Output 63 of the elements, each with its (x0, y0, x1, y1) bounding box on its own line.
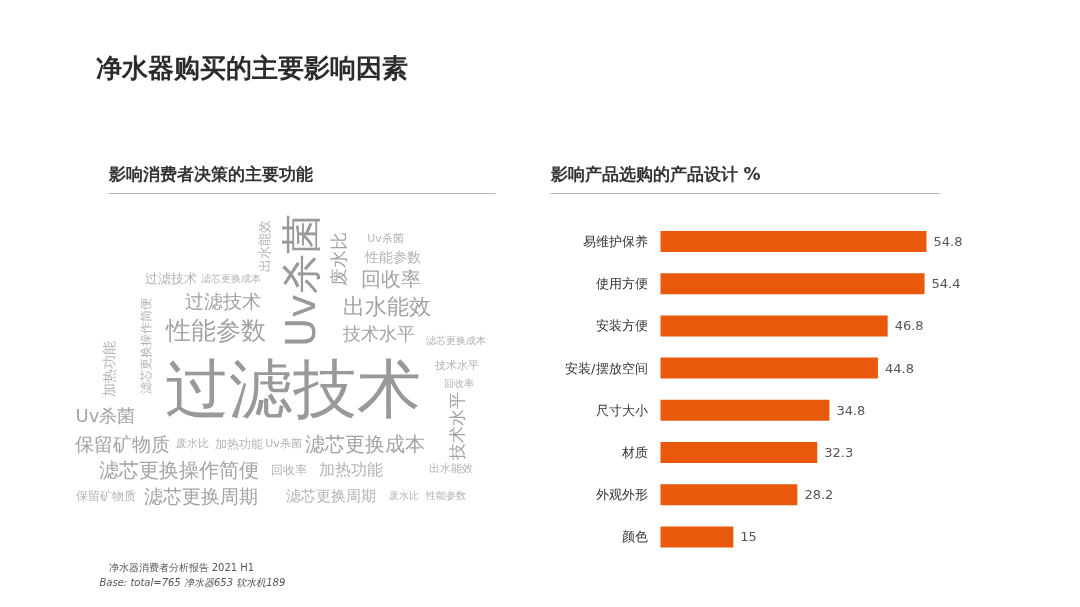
text: 滤芯更换成本 (200, 273, 261, 284)
text: 保留矿物质 (75, 432, 170, 455)
text: 过滤技术 (184, 289, 261, 312)
text: 净水器购买的主要影响因素 (95, 52, 408, 83)
text: 回收率 (270, 462, 307, 477)
y-tick-label: 尺寸大小 (595, 402, 648, 418)
y-tick-label: 材质 (620, 445, 648, 460)
text: 滤芯更换周期 (285, 486, 376, 505)
text: 过滤技术 (144, 271, 197, 286)
text: 出水能效 (428, 462, 473, 475)
y-tick-label: 外观外形 (595, 487, 648, 503)
data-label: 28.2 (804, 487, 834, 503)
text: 滤芯更换成本 (304, 431, 425, 456)
data-label: 34.8 (836, 402, 866, 418)
data-label: 54.8 (933, 234, 963, 249)
bar (660, 442, 818, 463)
bar (660, 357, 878, 379)
text: 废水比 (328, 231, 349, 286)
text: 回收率 (443, 378, 474, 389)
text: 加热功能 (318, 460, 383, 479)
bar (660, 273, 925, 295)
text: 过滤技术 (164, 351, 421, 426)
data-label: 15 (740, 529, 757, 545)
y-tick-label: 使用方便 (595, 276, 648, 292)
bar (660, 399, 830, 421)
text: 技术水平 (341, 323, 415, 344)
y-tick-label: 易维护保养 (582, 234, 648, 249)
bar (660, 315, 888, 337)
data-label: 54.4 (931, 276, 961, 292)
text: 加热功能 (214, 436, 263, 451)
text: 技术水平 (446, 391, 467, 461)
text: Uv杀菌 (277, 214, 324, 347)
text: 出水能效 (342, 294, 431, 319)
text: 滤芯更换周期 (143, 484, 258, 507)
bar (660, 526, 734, 548)
text: 保留矿物质 (75, 488, 136, 503)
text: 回收率 (360, 266, 421, 291)
text: Uv杀菌 (367, 232, 404, 245)
data-label: 44.8 (884, 360, 914, 376)
text: Base: total=765 净水器653 软水机189 (99, 577, 286, 588)
text: Uv杀菌 (75, 405, 136, 426)
text: 滤芯更换操作简便 (138, 297, 153, 394)
text: 加热功能 (100, 340, 117, 397)
y-tick-label: 安装方便 (595, 318, 648, 334)
text: 性能参数 (424, 490, 466, 501)
y-tick-label: 安装/摆放空间 (565, 360, 648, 376)
data-label: 46.8 (894, 318, 924, 334)
text: 滤芯更换操作简便 (98, 457, 259, 482)
data-label: 32.3 (824, 445, 854, 460)
chart-title: 影响产品选购的产品设计 % (549, 163, 761, 184)
text: 净水器消费者分析报告 2021 H1 (108, 562, 255, 573)
text: 滤芯更换成本 (425, 335, 486, 346)
text: 废水比 (176, 437, 209, 450)
text: 性能参数 (164, 316, 266, 345)
text: 性能参数 (363, 248, 421, 265)
y-tick-label: 颜色 (621, 529, 648, 545)
text: 技术水平 (433, 359, 479, 372)
text: 影响消费者决策的主要功能 (107, 163, 313, 184)
text: 出水能效 (257, 219, 272, 272)
bar (660, 484, 798, 506)
bar (660, 231, 927, 252)
text: Uv杀菌 (265, 437, 302, 450)
text: 废水比 (388, 490, 419, 501)
